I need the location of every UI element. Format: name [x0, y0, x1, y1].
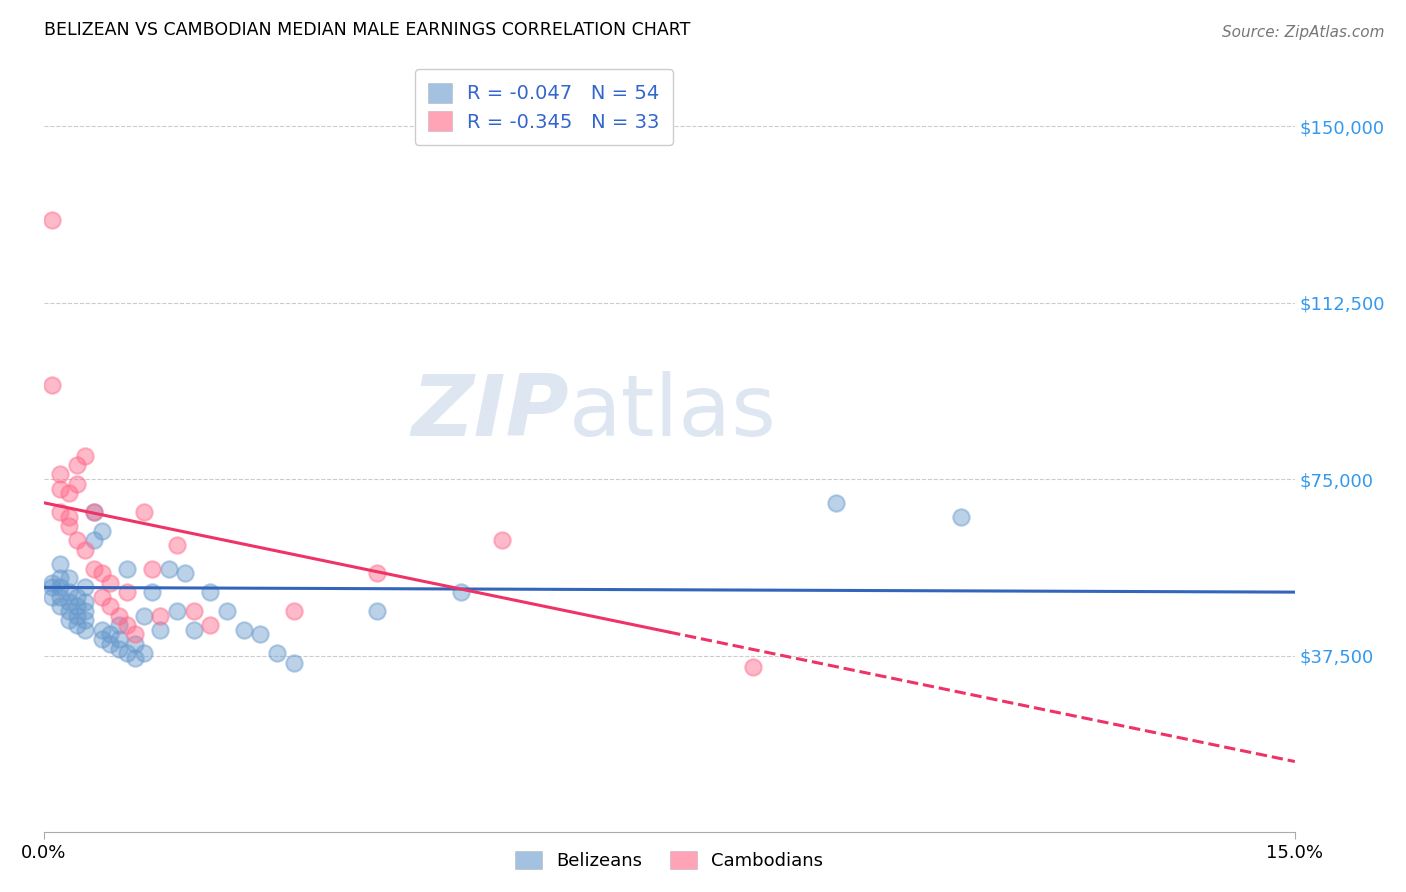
Point [266, 646, 288, 660]
Point [49, 571, 72, 585]
Point [157, 561, 180, 575]
Point [90, 623, 112, 637]
Text: atlas: atlas [569, 371, 778, 454]
Point [183, 604, 205, 618]
Point [90, 566, 112, 581]
Point [149, 623, 172, 637]
Point [107, 632, 129, 647]
Point [41, 575, 63, 590]
Point [49, 467, 72, 482]
Point [115, 618, 138, 632]
Point [115, 646, 138, 660]
Point [41, 378, 63, 392]
Point [66, 533, 89, 548]
Point [66, 590, 89, 604]
Point [58, 486, 80, 500]
Point [98, 599, 121, 614]
Point [166, 538, 188, 552]
Point [41, 213, 63, 227]
Point [58, 604, 80, 618]
Point [90, 590, 112, 604]
Legend: Belizeans, Cambodians: Belizeans, Cambodians [508, 844, 831, 878]
Text: ZIP: ZIP [412, 371, 569, 454]
Point [98, 627, 121, 641]
Point [49, 590, 72, 604]
Point [249, 627, 271, 641]
Point [75, 581, 97, 595]
Point [66, 618, 89, 632]
Point [232, 623, 254, 637]
Point [49, 557, 72, 571]
Point [200, 585, 222, 599]
Point [149, 608, 172, 623]
Point [49, 482, 72, 496]
Point [58, 613, 80, 627]
Point [58, 519, 80, 533]
Point [283, 656, 305, 670]
Point [132, 608, 155, 623]
Point [41, 590, 63, 604]
Point [66, 608, 89, 623]
Point [115, 561, 138, 575]
Point [107, 618, 129, 632]
Point [49, 599, 72, 614]
Point [141, 585, 163, 599]
Point [83, 561, 105, 575]
Point [75, 449, 97, 463]
Point [41, 581, 63, 595]
Point [83, 533, 105, 548]
Point [49, 581, 72, 595]
Point [450, 585, 472, 599]
Point [183, 623, 205, 637]
Point [950, 509, 973, 524]
Point [174, 566, 197, 581]
Point [90, 524, 112, 538]
Text: BELIZEAN VS CAMBODIAN MEDIAN MALE EARNINGS CORRELATION CHART: BELIZEAN VS CAMBODIAN MEDIAN MALE EARNIN… [44, 21, 690, 39]
Point [124, 651, 146, 665]
Point [58, 571, 80, 585]
Point [98, 575, 121, 590]
Point [132, 646, 155, 660]
Point [215, 604, 238, 618]
Point [124, 627, 146, 641]
Point [75, 604, 97, 618]
Point [98, 637, 121, 651]
Point [200, 618, 222, 632]
Point [83, 505, 105, 519]
Point [141, 561, 163, 575]
Point [115, 585, 138, 599]
Point [132, 505, 155, 519]
Point [58, 509, 80, 524]
Point [825, 496, 848, 510]
Point [66, 458, 89, 472]
Point [75, 613, 97, 627]
Point [75, 594, 97, 608]
Point [58, 585, 80, 599]
Point [366, 566, 388, 581]
Point [741, 660, 763, 674]
Text: Source: ZipAtlas.com: Source: ZipAtlas.com [1222, 25, 1385, 40]
Point [49, 505, 72, 519]
Point [66, 599, 89, 614]
Point [166, 604, 188, 618]
Point [75, 542, 97, 557]
Point [366, 604, 388, 618]
Point [491, 533, 513, 548]
Point [124, 637, 146, 651]
Point [90, 632, 112, 647]
Point [107, 608, 129, 623]
Point [283, 604, 305, 618]
Point [83, 505, 105, 519]
Point [66, 476, 89, 491]
Point [107, 641, 129, 656]
Point [75, 623, 97, 637]
Point [58, 594, 80, 608]
